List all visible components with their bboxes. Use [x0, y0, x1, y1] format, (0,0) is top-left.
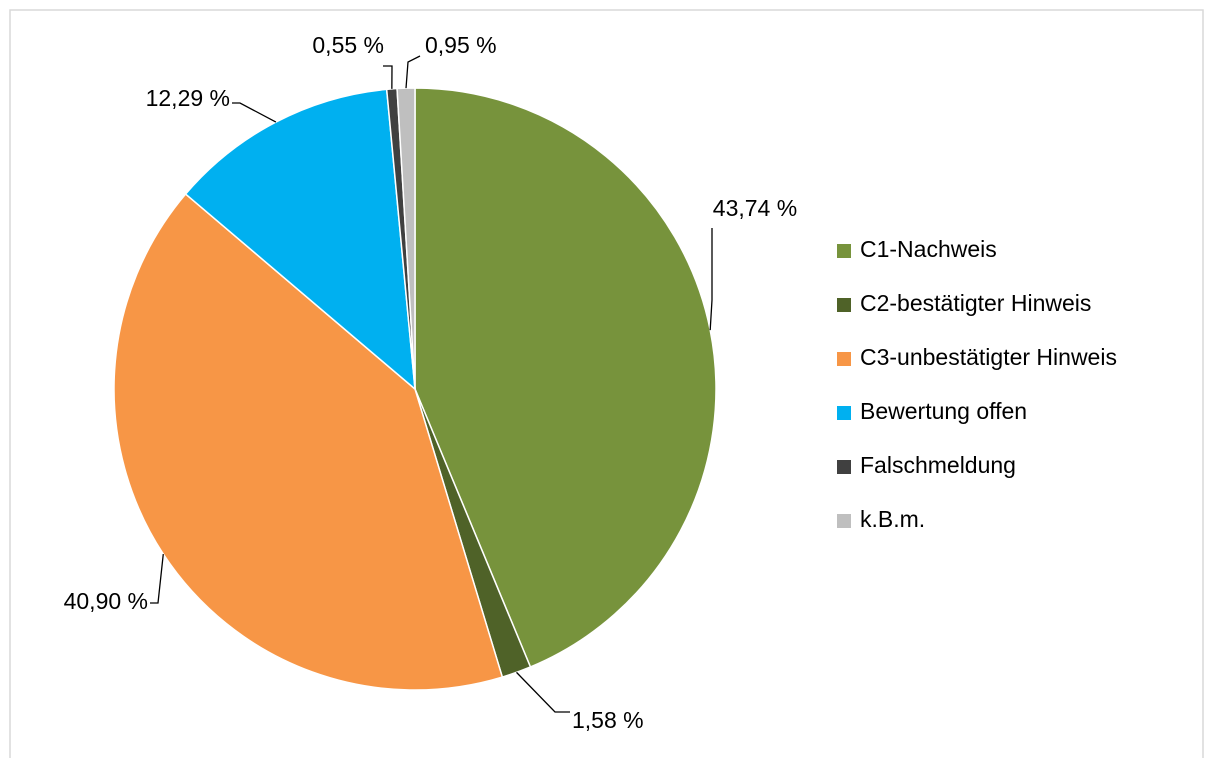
legend-label: Falschmeldung — [860, 452, 1016, 478]
data-label: 12,29 % — [146, 85, 230, 111]
legend-label: C3-unbestätigter Hinweis — [860, 344, 1117, 370]
data-label: 1,58 % — [572, 707, 644, 733]
legend-label: Bewertung offen — [860, 398, 1027, 424]
legend-swatch — [837, 298, 851, 312]
legend-label: k.B.m. — [860, 506, 925, 532]
legend-label: C1-Nachweis — [860, 236, 997, 262]
data-label: 43,74 % — [713, 195, 797, 221]
legend-swatch — [837, 460, 851, 474]
pie-slice — [184, 88, 416, 391]
leader-line — [232, 102, 277, 123]
data-label: 0,95 % — [425, 32, 497, 58]
legend-swatch — [837, 244, 851, 258]
pie-slice — [396, 87, 416, 390]
leader-line — [405, 55, 421, 89]
legend-swatch — [837, 514, 851, 528]
legend-swatch — [837, 352, 851, 366]
leader-line — [383, 65, 393, 89]
leader-line — [709, 228, 713, 331]
leader-line — [150, 553, 164, 604]
data-label: 40,90 % — [64, 588, 148, 614]
pie-slice — [113, 193, 504, 691]
data-label: 0,55 % — [312, 32, 384, 58]
leader-line — [516, 671, 570, 713]
legend-swatch — [837, 406, 851, 420]
legend-label: C2-bestätigter Hinweis — [860, 290, 1091, 316]
